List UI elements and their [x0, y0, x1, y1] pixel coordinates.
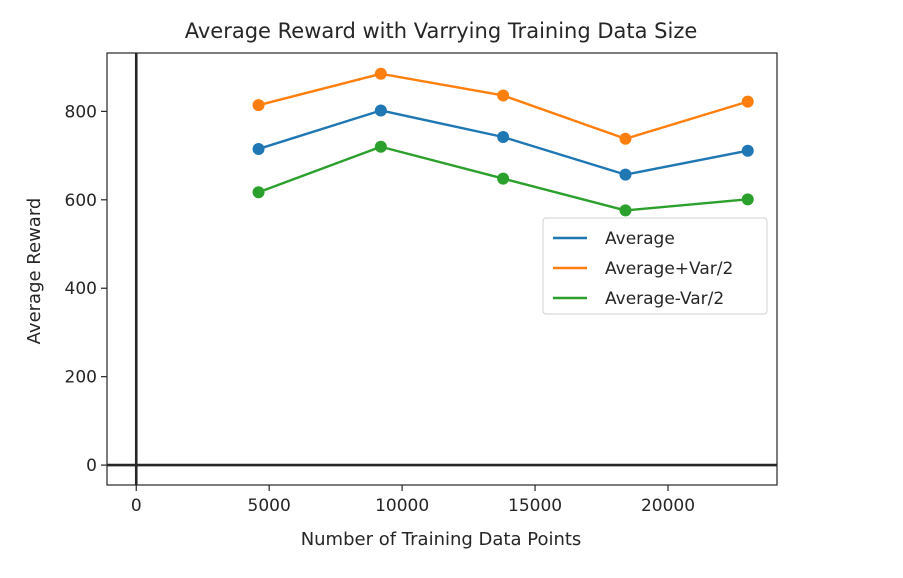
x-tick-label: 20000 [641, 496, 695, 516]
data-point-0-2 [497, 131, 510, 144]
series-line-1 [258, 72, 749, 140]
x-tick-label: 0 [131, 496, 142, 516]
x-tick-label: 5000 [248, 496, 291, 516]
legend-label-1: Average+Var/2 [605, 259, 733, 279]
data-point-0-4 [741, 144, 754, 157]
data-point-0-0 [252, 142, 265, 155]
data-point-1-2 [497, 89, 510, 102]
data-point-0-3 [619, 168, 632, 181]
data-point-2-4 [741, 193, 754, 206]
plot-frame [106, 52, 778, 486]
data-point-1-3 [619, 132, 632, 145]
y-axis-label: Average Reward [24, 198, 45, 345]
data-point-2-1 [374, 140, 387, 153]
y-axis-ticks: 0 200 400 600 800 [65, 102, 107, 476]
chart-title: Average Reward with Varrying Training Da… [185, 19, 698, 43]
y-tick-label: 200 [65, 368, 97, 388]
legend: Average Average+Var/2 Average-Var/2 [542, 217, 768, 315]
y-tick-label: 0 [86, 456, 97, 476]
x-axis-ticks: 0 5000 10000 15000 20000 [131, 485, 695, 516]
legend-label-2: Average-Var/2 [605, 289, 724, 309]
data-point-1-1 [374, 67, 387, 80]
data-point-2-2 [497, 172, 510, 185]
y-tick-label: 600 [65, 191, 97, 211]
data-point-2-3 [619, 204, 632, 217]
data-point-1-0 [252, 99, 265, 112]
x-tick-label: 15000 [508, 496, 562, 516]
data-point-1-4 [741, 95, 754, 108]
plot-area [107, 53, 777, 485]
legend-box [542, 217, 768, 315]
data-point-2-0 [252, 186, 265, 199]
x-axis-label: Number of Training Data Points [301, 529, 582, 550]
data-point-0-1 [374, 104, 387, 117]
x-tick-label: 10000 [375, 496, 429, 516]
y-tick-label: 800 [65, 102, 97, 122]
legend-label-0: Average [605, 229, 675, 249]
y-tick-label: 400 [65, 279, 97, 299]
